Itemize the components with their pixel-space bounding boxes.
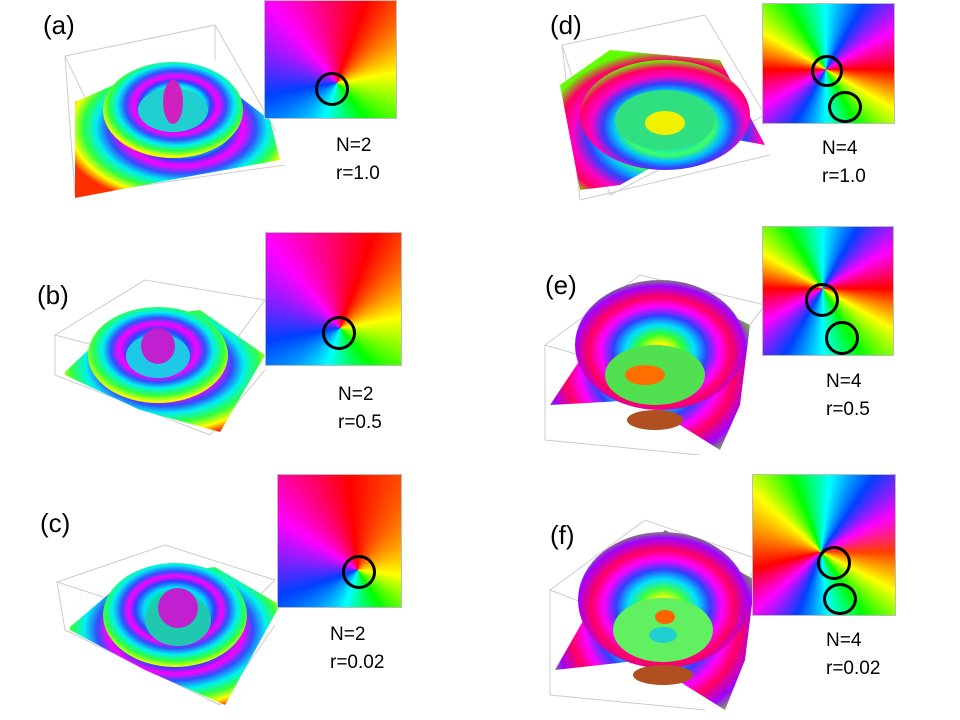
panel-label-f: (f) — [550, 520, 575, 550]
surface-plot-a — [64, 24, 285, 198]
r-value: r=0.02 — [330, 651, 385, 673]
vortex-marker — [315, 72, 349, 106]
surface-plot-c — [55, 544, 280, 706]
r-value: r=0.02 — [826, 657, 881, 679]
vortex-marker — [823, 583, 857, 615]
phase-map-a — [264, 0, 397, 119]
params-d: N=4 r=1.0 — [822, 135, 866, 190]
r-value: r=1.0 — [336, 162, 380, 184]
n-value: N=2 — [330, 624, 366, 645]
phase-map-f — [752, 474, 896, 616]
panel-label-b: (b) — [37, 280, 69, 310]
surface-plot-e — [543, 274, 765, 455]
phase-map-b — [265, 232, 402, 366]
phase-map-d — [762, 3, 895, 124]
vortex-marker — [342, 555, 376, 589]
surface-plot-b — [53, 279, 266, 436]
vortex-marker — [805, 283, 839, 317]
surface-plot-d — [560, 15, 770, 201]
vortex-marker — [817, 546, 851, 580]
params-a: N=2 r=1.0 — [336, 132, 380, 187]
vortex-marker — [322, 316, 356, 350]
params-c: N=2 r=0.02 — [330, 621, 384, 676]
n-value: N=2 — [338, 384, 374, 405]
vortex-marker — [828, 91, 862, 123]
r-value: r=0.5 — [338, 411, 382, 433]
phase-map-c — [277, 474, 402, 608]
vortex-marker — [811, 55, 843, 87]
vortex-marker — [825, 321, 859, 355]
n-value: N=4 — [822, 138, 858, 159]
surface-plot-f — [548, 519, 760, 711]
n-value: N=4 — [826, 630, 862, 651]
r-value: r=1.0 — [822, 165, 866, 187]
phase-map-e — [762, 226, 894, 356]
panel-label-e: (e) — [545, 270, 577, 300]
n-value: N=2 — [336, 135, 372, 156]
params-b: N=2 r=0.5 — [338, 381, 382, 436]
panel-label-c: (c) — [40, 508, 71, 538]
panel-label-a: (a) — [43, 10, 75, 40]
params-f: N=4 r=0.02 — [826, 627, 880, 682]
n-value: N=4 — [826, 371, 862, 392]
params-e: N=4 r=0.5 — [826, 368, 870, 423]
r-value: r=0.5 — [826, 398, 870, 420]
panel-label-d: (d) — [550, 10, 582, 40]
